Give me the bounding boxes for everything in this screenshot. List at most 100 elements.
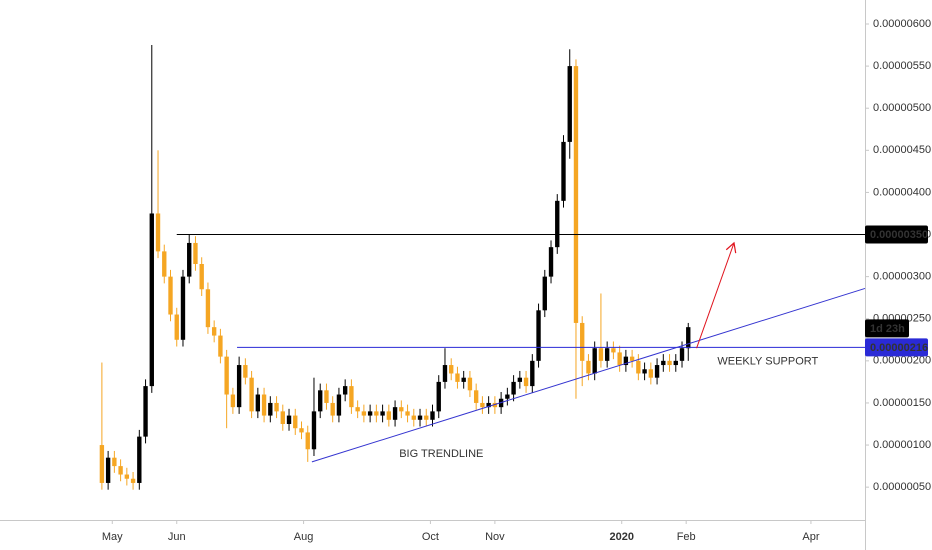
candle-body	[505, 394, 510, 399]
candle-body	[236, 365, 242, 408]
candle-body	[473, 390, 479, 403]
candle-body	[455, 373, 460, 382]
candle-body	[155, 213, 161, 252]
candle-body	[218, 335, 223, 357]
y-tick-label: 0.00000600	[873, 18, 931, 30]
y-tick-label: 0.00000200	[873, 355, 931, 367]
candle-body	[255, 394, 261, 412]
candle-body	[523, 377, 529, 387]
candle-body	[667, 360, 672, 366]
x-tick-label: Jun	[168, 531, 186, 543]
price-label: 0.00000350	[870, 229, 928, 241]
candle-body	[548, 247, 554, 277]
candle-body	[274, 402, 279, 412]
candle-body	[118, 466, 123, 475]
annotation: BIG TRENDLINE	[399, 448, 483, 460]
candle-body	[105, 457, 111, 483]
candle-body	[374, 411, 379, 416]
candle-body	[598, 348, 604, 361]
x-tick-label: Oct	[422, 531, 439, 543]
price-label-box	[865, 338, 928, 357]
x-tick-label: 2020	[609, 531, 633, 543]
candle-body	[380, 411, 385, 416]
candle-body	[355, 407, 360, 412]
candle-body	[143, 386, 148, 437]
candle-body	[174, 314, 179, 340]
x-tick-label: Apr	[802, 531, 819, 543]
candle-body	[461, 377, 466, 382]
candle-body	[193, 242, 198, 264]
candle-body	[280, 411, 285, 424]
candle-body	[224, 356, 229, 395]
y-tick-label: 0.00000500	[873, 102, 931, 114]
candle-body	[642, 369, 647, 374]
y-tick-label: 0.00000450	[873, 144, 931, 156]
candle-body	[592, 348, 597, 374]
candle-body	[654, 365, 660, 378]
candle-body	[442, 365, 448, 382]
x-tick-label: Nov	[485, 531, 505, 543]
candle-body	[686, 327, 691, 349]
candle-body	[617, 352, 622, 366]
candle-body	[586, 360, 591, 374]
candle-body	[467, 377, 473, 391]
candle-body	[611, 348, 616, 353]
candle-body	[180, 276, 186, 340]
candle-body	[112, 457, 117, 467]
countdown-label: 1d 23h	[870, 323, 905, 335]
candle-body	[168, 276, 173, 315]
candle-body	[349, 386, 354, 408]
candle-body	[511, 381, 516, 395]
candle-body	[679, 348, 685, 361]
candle-body	[324, 390, 329, 403]
candle-body	[249, 377, 254, 412]
candle-body	[392, 407, 398, 420]
candle-body	[205, 289, 211, 328]
annotation: WEEKLY SUPPORT	[717, 356, 818, 368]
candle-body	[130, 478, 136, 483]
candle-body	[648, 369, 654, 378]
candle-body	[230, 394, 236, 408]
candle-body	[573, 66, 579, 323]
drawn-line	[311, 287, 866, 463]
candle-body	[137, 436, 142, 483]
y-tick-label: 0.00000400	[873, 186, 931, 198]
candle-body	[430, 411, 435, 420]
x-tick-label: May	[102, 531, 123, 543]
candle-body	[162, 251, 167, 277]
candle-body	[561, 141, 566, 201]
candle-body	[673, 360, 678, 366]
candle-body	[243, 365, 248, 378]
candle-body	[436, 381, 441, 412]
candle-body	[261, 394, 267, 416]
candle-body	[330, 402, 335, 416]
candle-body	[536, 310, 541, 361]
candle-body	[293, 415, 298, 429]
arrow	[696, 241, 737, 349]
candle-body	[361, 411, 367, 416]
candle-body	[492, 402, 498, 408]
candle-body	[187, 242, 192, 277]
candle-body	[604, 348, 610, 361]
candle-body	[211, 327, 217, 336]
x-tick-label: Feb	[677, 531, 696, 543]
candle-body	[405, 411, 410, 416]
candle-body	[580, 322, 585, 361]
candle-body	[99, 445, 105, 483]
y-tick-label: 0.00000300	[873, 271, 931, 283]
candle-body	[386, 411, 392, 420]
candle-body	[517, 377, 523, 382]
candle-body	[318, 390, 323, 412]
x-tick-label: Aug	[294, 531, 314, 543]
candle-body	[555, 200, 560, 248]
y-tick-label: 0.00000100	[873, 439, 931, 451]
y-tick-label: 0.00000050	[873, 481, 931, 493]
candle-body	[299, 428, 304, 433]
candle-body	[424, 415, 429, 420]
candle-body	[411, 415, 416, 420]
candle-body	[367, 411, 373, 416]
candle-body	[311, 411, 317, 450]
candle-body	[268, 402, 273, 416]
